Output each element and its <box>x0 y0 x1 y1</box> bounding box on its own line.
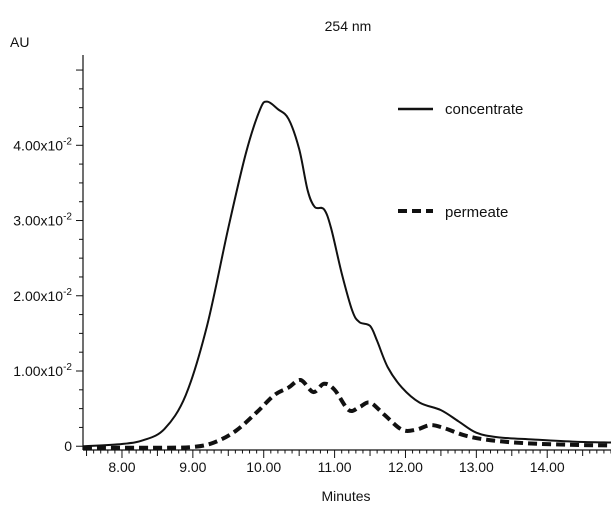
y-tick-label: 1.00x10-2 <box>13 362 72 379</box>
y-axis-title: AU <box>10 34 29 50</box>
y-axis-ticks: 0 1.00x10-2 2.00x10-2 3.00x10-2 4.00x10-2 <box>13 69 83 454</box>
y-tick-label: 0 <box>64 438 72 454</box>
x-tick-label: 11.00 <box>318 459 352 475</box>
series-line-permeate <box>82 378 611 450</box>
x-tick-label: 8.00 <box>108 459 135 475</box>
y-tick-label: 3.00x10-2 <box>13 212 72 229</box>
legend-label-concentrate: concentrate <box>445 101 523 118</box>
x-axis-title: Minutes <box>321 488 370 504</box>
x-tick-label: 12.00 <box>388 459 423 475</box>
legend-label-permeate: permeate <box>445 204 508 221</box>
series-layer <box>82 100 611 450</box>
chart-title: 254 nm <box>325 18 372 34</box>
x-tick-label: 9.00 <box>179 459 206 475</box>
x-axis-ticks: 8.00 9.00 10.00 11.00 12.00 13.00 14.00 <box>86 450 611 475</box>
x-tick-label: 13.00 <box>459 459 494 475</box>
y-tick-label: 2.00x10-2 <box>13 287 72 304</box>
series-line-concentrate <box>82 100 611 448</box>
x-tick-label: 14.00 <box>530 459 565 475</box>
legend: concentrate permeate <box>398 101 523 221</box>
y-tick-label: 4.00x10-2 <box>13 136 72 153</box>
x-tick-label: 10.00 <box>246 459 281 475</box>
